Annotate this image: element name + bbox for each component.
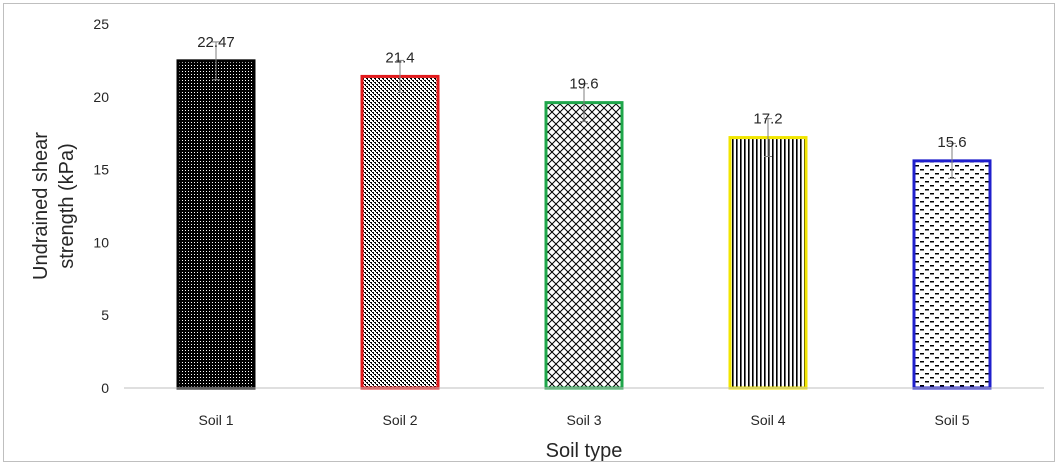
error-bar (212, 41, 220, 81)
bars (176, 41, 992, 390)
x-axis-title: Soil type (546, 440, 623, 462)
y-axis-title-line: Undrained shear (30, 132, 52, 280)
error-bar (580, 83, 588, 123)
data-label: 22.47 (197, 34, 235, 51)
data-labels: 22.47 21.4 19.6 17.2 15.6 (197, 34, 966, 151)
y-tick-label: 25 (93, 16, 109, 32)
y-tick-label: 20 (93, 89, 109, 105)
x-tick-label: Soil 2 (382, 412, 417, 428)
bar-soil-1 (176, 59, 256, 390)
bar-soil-2 (360, 74, 440, 390)
data-label: 19.6 (569, 76, 598, 93)
chart-frame: 0 5 10 15 20 25 Soil 1 Soil 2 Soil 3 Soil 4 Soil … (3, 3, 1055, 462)
bar-soil-3 (544, 101, 624, 390)
y-tick-label: 5 (101, 307, 109, 323)
y-axis-title-line: strength (kPa) (56, 143, 78, 269)
error-bar (764, 118, 772, 157)
y-tick-label: 0 (101, 380, 109, 396)
data-label: 17.2 (753, 111, 782, 128)
data-label: 21.4 (385, 49, 414, 66)
y-tick-label: 10 (93, 234, 109, 250)
error-bar (948, 142, 956, 179)
error-bar (396, 59, 404, 93)
x-tick-label: Soil 1 (198, 412, 233, 428)
x-axis: Soil 1 Soil 2 Soil 3 Soil 4 Soil 5 (124, 387, 1044, 428)
x-tick-label: Soil 4 (750, 412, 785, 428)
data-label: 15.6 (937, 134, 966, 151)
bar-soil-5 (912, 159, 992, 390)
y-tick-label: 15 (93, 162, 109, 178)
x-tick-label: Soil 3 (566, 412, 601, 428)
x-tick-label: Soil 5 (934, 412, 969, 428)
y-axis: 0 5 10 15 20 25 (93, 16, 109, 396)
bar-soil-4 (728, 136, 808, 390)
y-axis-title: Undrained shear strength (kPa) (30, 132, 78, 280)
